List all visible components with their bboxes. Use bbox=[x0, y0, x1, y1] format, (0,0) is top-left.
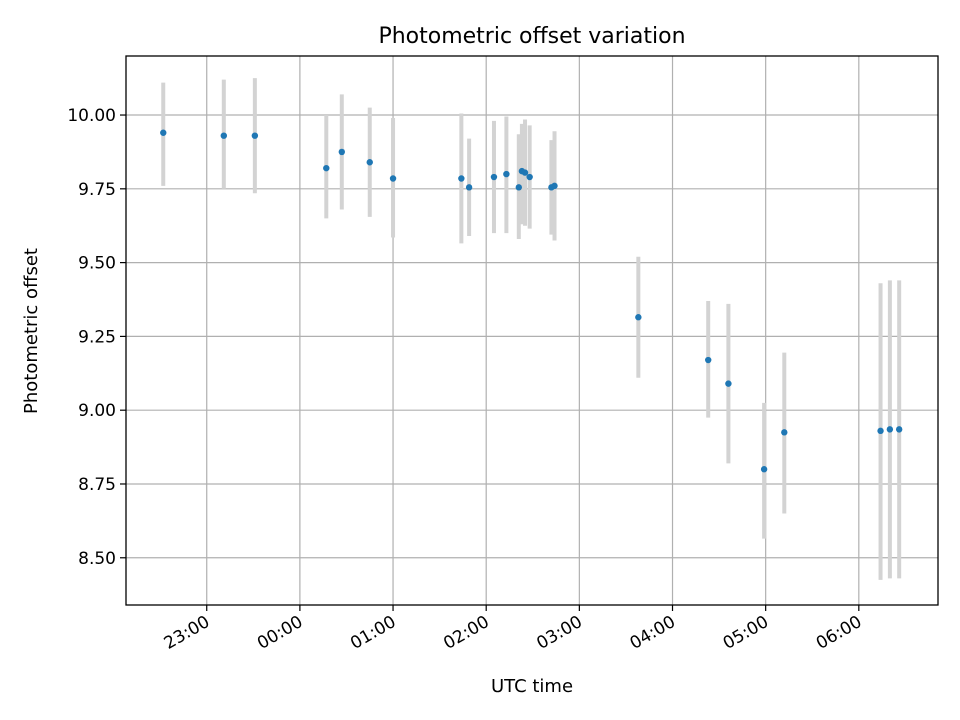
x-tick-label: 00:00 bbox=[254, 612, 306, 654]
grid bbox=[126, 56, 938, 605]
data-point bbox=[251, 132, 259, 139]
x-tick-label: 01:00 bbox=[347, 612, 399, 654]
data-point bbox=[705, 356, 712, 364]
chart-title: Photometric offset variation bbox=[378, 24, 685, 49]
data-point bbox=[338, 148, 346, 156]
data-point bbox=[877, 427, 884, 435]
data-point bbox=[389, 175, 397, 182]
y-tick-label: 9.50 bbox=[78, 254, 116, 274]
data-point bbox=[503, 170, 510, 178]
data-point bbox=[895, 426, 903, 433]
y-tick-label: 10.00 bbox=[67, 106, 116, 126]
y-axis: 8.50 8.75 9.00 9.25 9.50 9.75 10.00 bbox=[67, 106, 126, 569]
x-tick-label: 03:00 bbox=[533, 612, 585, 654]
x-axis: 23:00 00:00 01:00 02:00 03:00 04:00 05:00 06:00 bbox=[161, 605, 865, 654]
data-point bbox=[635, 314, 642, 321]
data-point bbox=[458, 175, 465, 182]
data-point bbox=[160, 129, 167, 136]
data-point bbox=[521, 169, 529, 176]
data-point bbox=[526, 173, 533, 181]
data-point bbox=[886, 426, 894, 433]
data-point bbox=[490, 173, 498, 181]
y-tick-label: 9.25 bbox=[78, 327, 116, 347]
y-tick-label: 9.00 bbox=[78, 401, 116, 421]
data-point bbox=[366, 159, 373, 166]
x-tick-label: 05:00 bbox=[720, 612, 772, 654]
data-point bbox=[781, 429, 788, 436]
error-bars bbox=[161, 78, 902, 580]
x-axis-label: UTC time bbox=[491, 676, 573, 697]
y-tick-label: 8.75 bbox=[78, 475, 116, 495]
data-point bbox=[760, 466, 768, 473]
x-tick-label: 04:00 bbox=[627, 612, 679, 654]
data-point bbox=[220, 132, 228, 139]
y-tick-label: 9.75 bbox=[78, 180, 116, 200]
y-axis-label: Photometric offset bbox=[21, 248, 42, 414]
x-tick-label: 23:00 bbox=[161, 612, 213, 654]
data-point bbox=[551, 182, 558, 190]
data-points bbox=[160, 129, 903, 473]
x-tick-label: 06:00 bbox=[813, 612, 865, 654]
y-tick-label: 8.50 bbox=[78, 549, 116, 569]
plot-frame bbox=[125, 55, 939, 606]
data-point bbox=[725, 380, 732, 387]
x-tick-label: 02:00 bbox=[440, 612, 492, 654]
data-point bbox=[465, 184, 473, 191]
data-point bbox=[323, 164, 330, 172]
data-point bbox=[515, 184, 523, 191]
